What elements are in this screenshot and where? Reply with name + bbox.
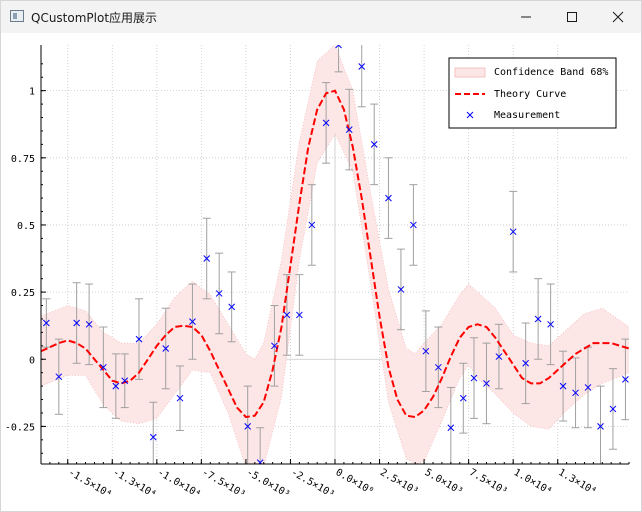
minimize-button[interactable]	[503, 1, 549, 33]
measurement-point	[459, 394, 467, 402]
measurement-point	[597, 423, 604, 430]
close-button[interactable]	[595, 1, 641, 33]
x-tick-label: 1.3×10⁴	[556, 467, 598, 498]
chart[interactable]: -0.25 0 0.25 0.5 0.75 1 -1.5×10⁴-1.3×10⁴-1.0×1…	[1, 33, 641, 511]
window-title: QCustomPlot应用展示	[31, 11, 158, 25]
measurement-point	[244, 423, 252, 430]
x-tick-label: 7.5×10³	[467, 467, 509, 498]
y-tick-label: 0.75	[11, 154, 35, 165]
measurement-point	[215, 290, 223, 297]
measurement-point	[203, 255, 211, 262]
measurement-point	[370, 141, 378, 148]
minimize-icon	[521, 16, 531, 18]
measurement-point	[410, 221, 417, 229]
y-tick-label: -0.25	[5, 422, 35, 433]
measurement-point	[584, 384, 592, 391]
measurement-point	[42, 319, 50, 327]
measurement-point	[271, 342, 278, 350]
measurement-point	[483, 380, 490, 387]
maximize-icon	[567, 12, 577, 22]
x-tick-label: -2.5×10³	[289, 467, 336, 501]
measurement-point	[308, 221, 316, 229]
legend-swatch-band	[454, 67, 486, 78]
measurement-point	[296, 311, 303, 319]
measurement-point	[534, 315, 542, 323]
title-bar[interactable]: QCustomPlot应用展示	[1, 1, 641, 33]
measurement-point	[522, 359, 530, 367]
measurement-point	[622, 376, 629, 383]
measurement-point	[322, 119, 330, 127]
y-tick-label: 0.25	[11, 288, 35, 299]
y-tick-label: 1	[29, 87, 35, 98]
measurement-point	[447, 424, 455, 432]
measurement-point	[572, 389, 579, 397]
x-tick-label: 0.0×10⁰	[334, 467, 376, 498]
measurement-point	[189, 318, 196, 326]
measurement-point	[547, 320, 554, 328]
x-tick-label: 2.5×10³	[378, 467, 420, 498]
legend-swatch-measurement	[466, 111, 474, 119]
y-tick-label: 0	[29, 355, 35, 366]
legend: Confidence Band 68% Theory Curve Measure…	[448, 57, 617, 129]
error-bar	[357, 45, 366, 108]
legend-label-band: Confidence Band 68%	[494, 67, 608, 78]
measurement-point	[559, 382, 567, 390]
confidence-band	[41, 45, 629, 464]
error-bar	[334, 45, 343, 73]
measurement-point	[335, 45, 342, 49]
measurement-point	[256, 459, 264, 464]
measurement-point	[283, 311, 291, 319]
band-lower-edge	[41, 132, 629, 464]
theory-curve	[41, 89, 629, 419]
maximize-button[interactable]	[549, 1, 595, 33]
measurement-point	[385, 194, 392, 202]
legend-label-theory: Theory Curve	[494, 89, 566, 100]
measurement-point	[73, 319, 80, 327]
measurement-point	[397, 286, 405, 293]
legend-label-measurement: Measurement	[494, 110, 560, 121]
measurement-point	[121, 377, 129, 385]
x-tick-label: -1.0×10⁴	[155, 467, 202, 501]
measurement-points	[42, 45, 641, 464]
measurement-point	[422, 347, 430, 355]
measurement-point	[609, 405, 617, 413]
x-tick-label: 5.0×10³	[423, 467, 465, 498]
measurement-point	[100, 363, 107, 371]
measurement-point	[358, 63, 366, 70]
x-tick-label: -1.5×10⁴	[66, 467, 113, 501]
x-tick-label: -7.5×10³	[200, 467, 247, 501]
x-tick-label: -5.0×10³	[244, 467, 291, 501]
measurement-point	[85, 320, 93, 328]
x-tick-label: -1.3×10⁴	[111, 467, 158, 501]
error-bars	[42, 45, 641, 464]
measurement-point	[162, 345, 170, 352]
measurement-point	[470, 374, 478, 382]
x-tick-label: 1.0×10⁴	[512, 467, 554, 498]
measurement-point	[635, 327, 641, 333]
measurement-point	[135, 335, 143, 343]
theory-line	[41, 89, 629, 419]
measurement-point	[509, 228, 517, 236]
measurement-point	[149, 433, 157, 441]
band-area	[41, 45, 629, 464]
measurement-point	[434, 363, 442, 371]
measurement-point	[55, 373, 63, 381]
app-window-icon	[10, 10, 24, 22]
close-icon	[612, 11, 624, 23]
measurement-point	[345, 126, 353, 133]
error-bar	[634, 289, 641, 370]
measurement-point	[112, 382, 120, 390]
measurement-point	[495, 353, 503, 360]
y-tick-label: 0.5	[17, 221, 35, 232]
measurement-point	[228, 303, 236, 311]
band-upper-edge	[41, 45, 629, 360]
measurement-point	[176, 394, 184, 402]
